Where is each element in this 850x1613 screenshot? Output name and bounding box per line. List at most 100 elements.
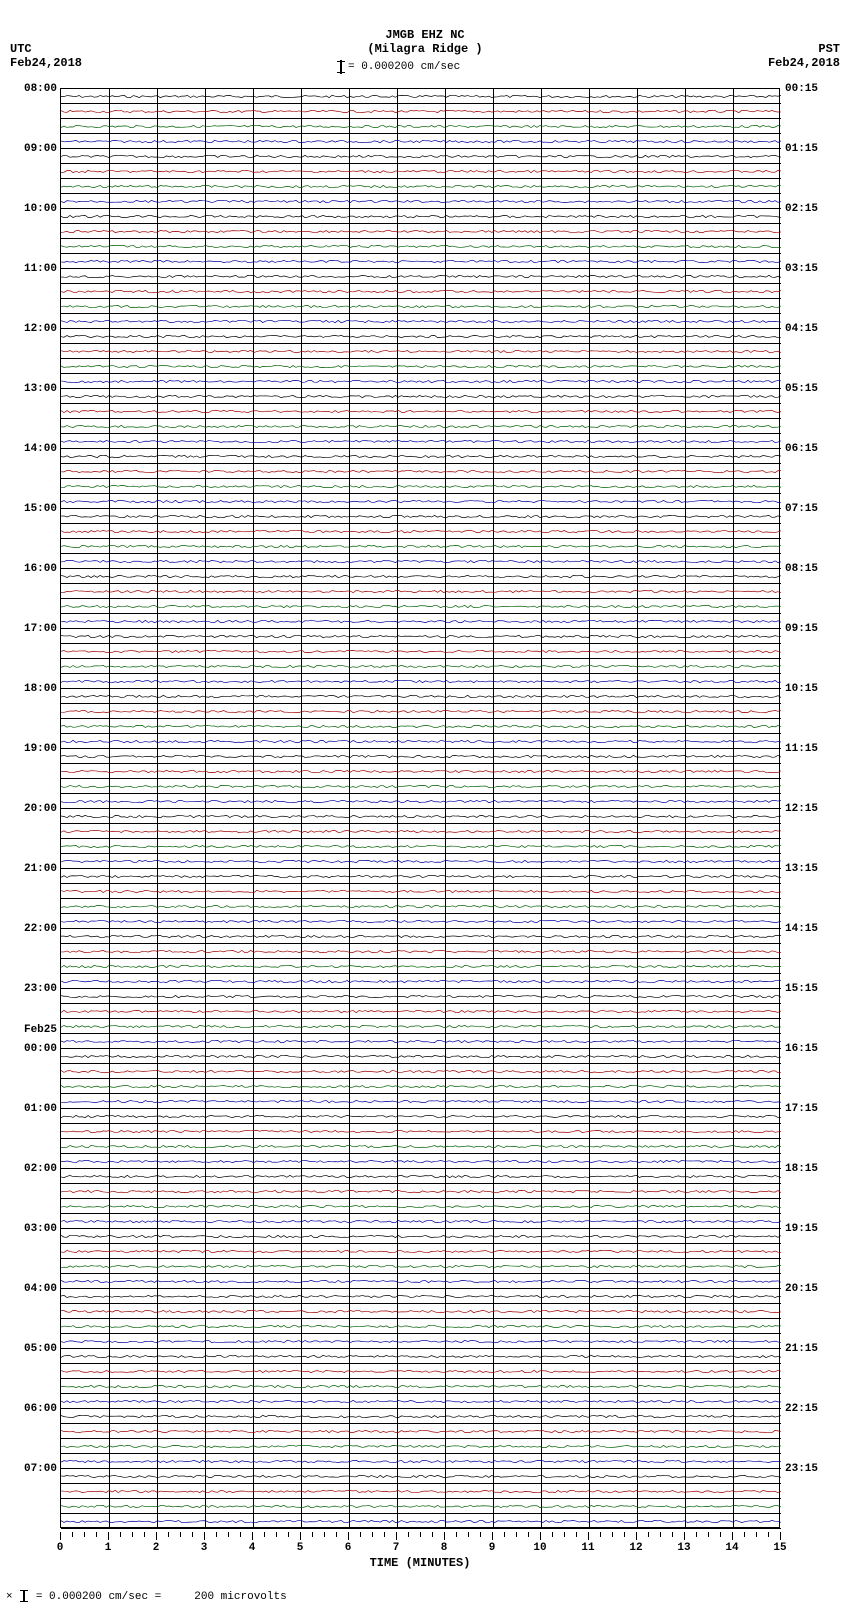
trace-waveform <box>61 1169 781 1184</box>
x-tick-minor <box>420 1532 421 1537</box>
trace-waveform <box>61 269 781 284</box>
trace-waveform <box>61 1019 781 1034</box>
footer-text-left: = 0.000200 cm/sec = <box>36 1591 161 1603</box>
x-tick-label: 10 <box>533 1542 546 1554</box>
trace-waveform <box>61 659 781 674</box>
trace-row <box>61 1439 781 1454</box>
trace-waveform <box>61 164 781 179</box>
x-tick-minor <box>96 1532 97 1537</box>
pst-time-label: 08:15 <box>785 563 818 575</box>
trace-row <box>61 584 781 599</box>
trace-waveform <box>61 89 781 104</box>
utc-time-label: 14:00 <box>24 443 57 455</box>
pst-time-label: 04:15 <box>785 323 818 335</box>
x-tick-minor <box>228 1532 229 1537</box>
trace-row <box>61 674 781 689</box>
trace-row: 16:0008:15 <box>61 569 781 584</box>
pst-time-label: 13:15 <box>785 863 818 875</box>
trace-row: 23:0015:15 <box>61 989 781 1004</box>
scale-bar-icon <box>340 60 342 74</box>
utc-time-label: 11:00 <box>24 263 57 275</box>
trace-waveform <box>61 584 781 599</box>
trace-row <box>61 464 781 479</box>
trace-waveform <box>61 944 781 959</box>
location-title: (Milagra Ridge ) <box>0 42 850 56</box>
x-tick-minor <box>264 1532 265 1537</box>
trace-waveform <box>61 1349 781 1364</box>
trace-row <box>61 659 781 674</box>
trace-row <box>61 944 781 959</box>
trace-waveform <box>61 1469 781 1484</box>
trace-waveform <box>61 134 781 149</box>
trace-row: 11:0003:15 <box>61 269 781 284</box>
x-tick-label: 2 <box>153 1542 160 1554</box>
utc-date: Feb24,2018 <box>10 56 82 70</box>
x-tick-major <box>204 1532 205 1540</box>
x-tick-major <box>156 1532 157 1540</box>
x-tick-label: 7 <box>393 1542 400 1554</box>
trace-waveform <box>61 314 781 329</box>
x-tick-minor <box>132 1532 133 1537</box>
trace-row <box>61 824 781 839</box>
trace-row <box>61 1499 781 1514</box>
trace-waveform <box>61 539 781 554</box>
trace-row: 18:0010:15 <box>61 689 781 704</box>
trace-waveform <box>61 1079 781 1094</box>
trace-row <box>61 974 781 989</box>
trace-row <box>61 1334 781 1349</box>
trace-row <box>61 959 781 974</box>
trace-row <box>61 179 781 194</box>
x-tick-minor <box>744 1532 745 1537</box>
x-tick-label: 4 <box>249 1542 256 1554</box>
x-tick-label: 6 <box>345 1542 352 1554</box>
trace-waveform <box>61 1259 781 1274</box>
trace-waveform <box>61 1319 781 1334</box>
pst-date: Feb24,2018 <box>768 56 840 70</box>
utc-time-label: 05:00 <box>24 1343 57 1355</box>
trace-waveform <box>61 1424 781 1439</box>
x-tick-minor <box>120 1532 121 1537</box>
trace-row <box>61 1094 781 1109</box>
trace-waveform <box>61 689 781 704</box>
trace-row <box>61 1274 781 1289</box>
utc-date-break: Feb25 <box>24 1024 57 1036</box>
trace-row <box>61 734 781 749</box>
x-tick-label: 3 <box>201 1542 208 1554</box>
trace-row: 00:0016:15Feb25 <box>61 1049 781 1064</box>
trace-waveform <box>61 119 781 134</box>
trace-waveform <box>61 644 781 659</box>
trace-waveform <box>61 1034 781 1049</box>
footer-text-right: 200 microvolts <box>194 1591 286 1603</box>
x-tick-minor <box>276 1532 277 1537</box>
pst-time-label: 07:15 <box>785 503 818 515</box>
x-tick-minor <box>576 1532 577 1537</box>
pst-time-label: 14:15 <box>785 923 818 935</box>
x-tick-label: 14 <box>725 1542 738 1554</box>
trace-waveform <box>61 1499 781 1514</box>
trace-waveform <box>61 374 781 389</box>
trace-row <box>61 404 781 419</box>
trace-row <box>61 1319 781 1334</box>
trace-waveform <box>61 1379 781 1394</box>
x-tick-minor <box>180 1532 181 1537</box>
x-tick-minor <box>768 1532 769 1537</box>
trace-row <box>61 194 781 209</box>
trace-waveform <box>61 464 781 479</box>
x-tick-minor <box>144 1532 145 1537</box>
pst-time-label: 01:15 <box>785 143 818 155</box>
pst-time-label: 02:15 <box>785 203 818 215</box>
trace-waveform <box>61 239 781 254</box>
x-tick-minor <box>564 1532 565 1537</box>
x-tick-label: 13 <box>677 1542 690 1554</box>
trace-waveform <box>61 569 781 584</box>
x-tick-minor <box>480 1532 481 1537</box>
trace-waveform <box>61 884 781 899</box>
trace-waveform <box>61 734 781 749</box>
trace-row <box>61 899 781 914</box>
trace-waveform <box>61 1244 781 1259</box>
trace-waveform <box>61 1214 781 1229</box>
pst-time-label: 05:15 <box>785 383 818 395</box>
trace-waveform <box>61 839 781 854</box>
footer-scale: × = 0.000200 cm/sec = 200 microvolts <box>6 1590 287 1603</box>
trace-waveform <box>61 179 781 194</box>
